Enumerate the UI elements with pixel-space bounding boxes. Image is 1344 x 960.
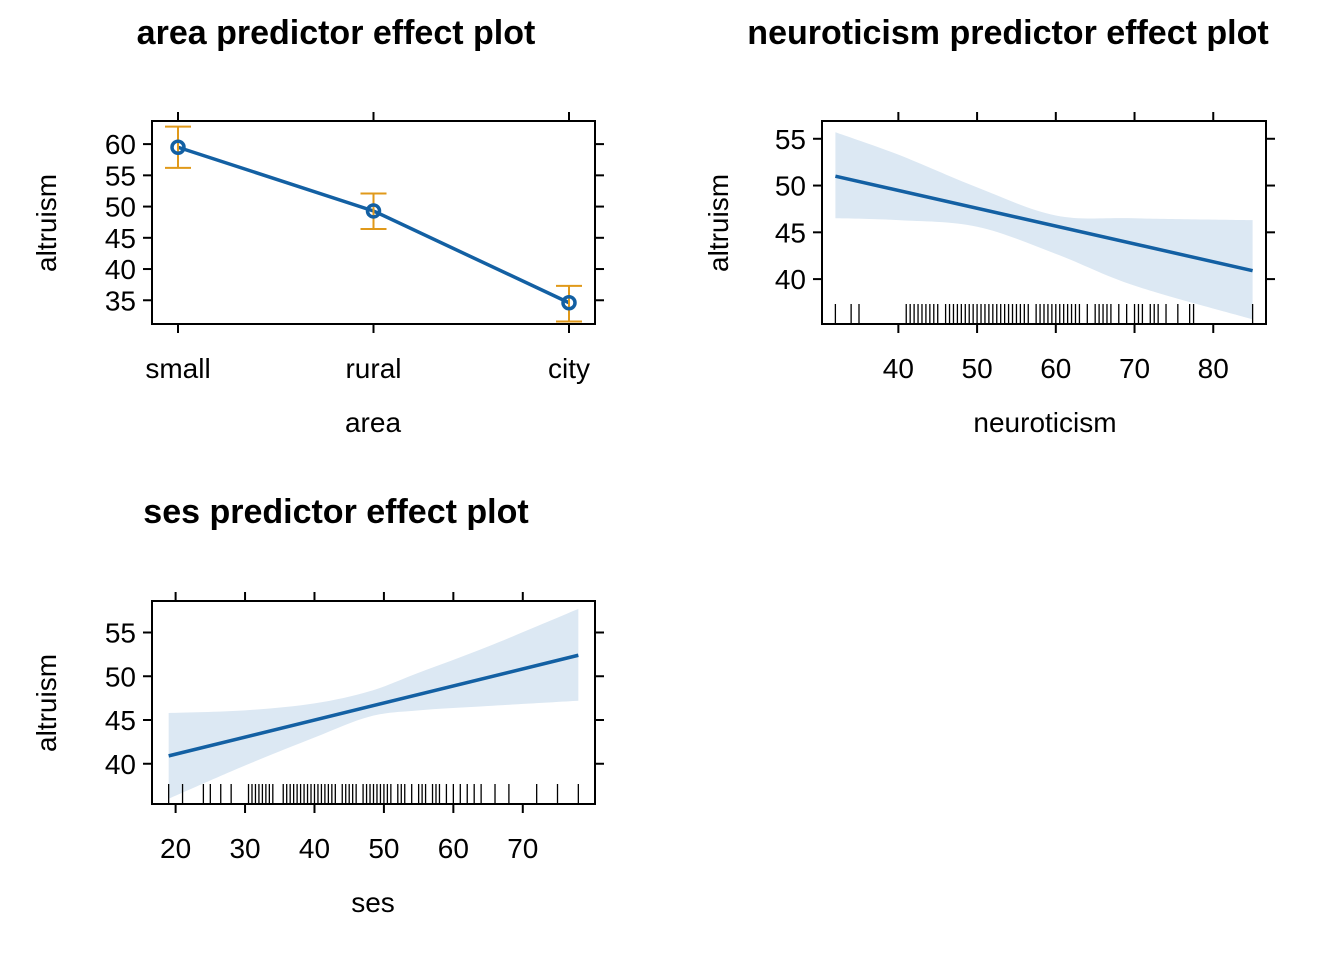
x-tick-label: 20 (160, 833, 191, 864)
plot-area (168, 608, 579, 804)
neuroticism-effect-panel: neuroticism predictor effect plot neurot… (703, 14, 1275, 438)
x-tick-label: city (548, 353, 590, 384)
y-tick-label: 55 (105, 160, 136, 191)
effect-line (834, 174, 1254, 273)
plot-frame (151, 120, 596, 325)
y-tick-label: 45 (775, 217, 806, 248)
data-point (170, 139, 186, 155)
panel-title: ses predictor effect plot (143, 493, 528, 531)
y-tick-label: 55 (775, 124, 806, 155)
plot-area (165, 125, 582, 323)
data-point (365, 203, 382, 219)
x-tick-label: 70 (1119, 353, 1150, 384)
x-tick-label: 70 (507, 833, 538, 864)
x-tick-label: small (145, 353, 210, 384)
x-tick-label: 40 (299, 833, 330, 864)
y-tick-label: 55 (105, 618, 136, 649)
x-tick-label: 60 (438, 833, 469, 864)
y-tick-label: 50 (775, 171, 806, 202)
y-tick-label: 40 (775, 264, 806, 295)
x-tick-label: 80 (1198, 353, 1229, 384)
y-tick-label: 35 (105, 285, 136, 316)
y-tick-label: 40 (105, 254, 136, 285)
y-tick-label: 50 (105, 661, 136, 692)
y-axis-label: altruism (31, 174, 62, 272)
y-axis-label: altruism (31, 654, 62, 752)
plot-frame (151, 600, 596, 805)
area-effect-panel: area predictor effect plot area altruism… (31, 14, 604, 438)
x-tick-label: 50 (962, 353, 993, 384)
x-tick-label: 40 (883, 353, 914, 384)
y-axis-label: altruism (703, 174, 734, 272)
effect-line (168, 653, 579, 758)
confidence-band (835, 132, 1253, 320)
y-tick-label: 50 (105, 192, 136, 223)
y-tick-label: 60 (105, 129, 136, 160)
x-axis-label: neuroticism (973, 407, 1116, 438)
axis-ticks: 40 45 50 55 40 50 60 70 80 (775, 112, 1275, 384)
ses-effect-panel: ses predictor effect plot ses altruism 4… (31, 493, 604, 918)
x-axis-label: ses (351, 887, 395, 918)
y-tick-label: 45 (105, 705, 136, 736)
panel-title: area predictor effect plot (137, 14, 536, 52)
x-tick-label: rural (345, 353, 401, 384)
axis-ticks: 40 45 50 55 20 30 40 50 60 70 (105, 592, 604, 864)
panel-title: neuroticism predictor effect plot (747, 14, 1268, 52)
y-tick-label: 45 (105, 223, 136, 254)
x-axis-label: area (345, 407, 401, 438)
plot-frame (821, 120, 1267, 325)
y-tick-label: 40 (105, 749, 136, 780)
plot-area (834, 132, 1254, 324)
x-tick-label: 50 (368, 833, 399, 864)
x-tick-label: 30 (229, 833, 260, 864)
data-point (561, 295, 577, 311)
x-tick-label: 60 (1040, 353, 1071, 384)
